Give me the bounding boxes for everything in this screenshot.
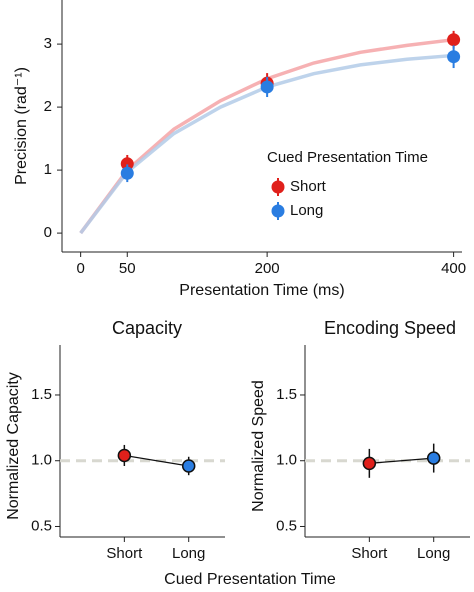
x-tick-label: 50 (119, 260, 136, 277)
y-axis-label: Normalized Speed (250, 380, 267, 512)
connector (124, 454, 189, 467)
y-axis-label: Precision (rad⁻¹) (13, 67, 30, 185)
point (117, 448, 132, 463)
y-tick-label: 0 (44, 224, 52, 241)
x-tick-label: 400 (441, 260, 466, 277)
legend-marker (271, 180, 285, 194)
y-tick-label: 0.5 (31, 517, 52, 534)
y-tick-label: 1.0 (276, 452, 297, 469)
y-tick-label: 1.0 (31, 452, 52, 469)
connector (369, 457, 434, 465)
point (362, 456, 377, 471)
x-axis-label: Cued Presentation Time (164, 571, 336, 588)
point (181, 459, 196, 473)
point (447, 50, 461, 64)
legend-title: Cued Presentation Time (267, 149, 428, 166)
legend-label: Long (290, 202, 323, 219)
y-tick-label: 1 (44, 161, 52, 178)
y-tick-label: 2 (44, 98, 52, 115)
x-tick-label: Long (417, 545, 450, 562)
point (426, 451, 441, 465)
x-axis-label: Presentation Time (ms) (179, 282, 344, 299)
panel-title: Encoding Speed (324, 318, 456, 338)
x-tick-label: Short (106, 545, 143, 562)
y-tick-label: 1.5 (31, 386, 52, 403)
x-tick-label: Short (351, 545, 388, 562)
x-tick-label: 0 (76, 260, 84, 277)
panel-title: Capacity (112, 318, 182, 338)
y-axis-label: Normalized Capacity (5, 372, 22, 520)
point (120, 166, 134, 180)
y-tick-label: 0.5 (276, 517, 297, 534)
point (447, 33, 461, 47)
x-tick-label: Long (172, 545, 205, 562)
x-tick-label: 200 (255, 260, 280, 277)
fit-curve (79, 37, 454, 235)
legend-marker (271, 204, 285, 218)
point (260, 80, 274, 94)
legend-label: Short (290, 178, 327, 195)
y-tick-label: 1.5 (276, 386, 297, 403)
point (120, 157, 134, 171)
y-tick-label: 3 (44, 35, 52, 52)
